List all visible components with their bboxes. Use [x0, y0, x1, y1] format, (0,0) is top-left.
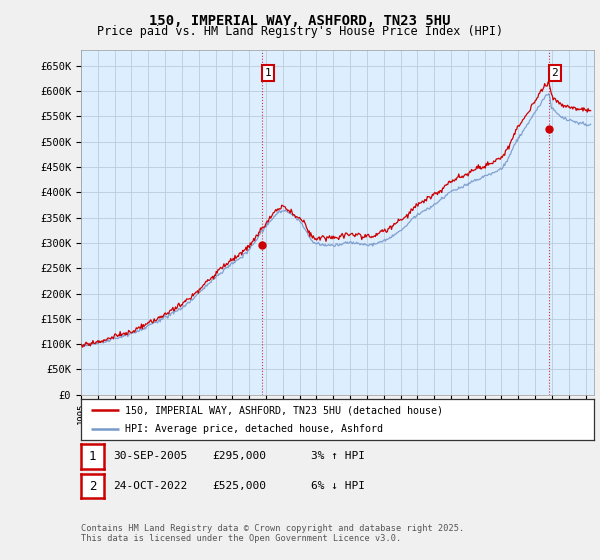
Text: 1: 1	[265, 68, 271, 78]
Text: 3% ↑ HPI: 3% ↑ HPI	[311, 451, 365, 461]
Text: Contains HM Land Registry data © Crown copyright and database right 2025.
This d: Contains HM Land Registry data © Crown c…	[81, 524, 464, 543]
Text: £295,000: £295,000	[212, 451, 266, 461]
Text: 2: 2	[551, 68, 558, 78]
Text: 150, IMPERIAL WAY, ASHFORD, TN23 5HU: 150, IMPERIAL WAY, ASHFORD, TN23 5HU	[149, 14, 451, 28]
Text: 6% ↓ HPI: 6% ↓ HPI	[311, 481, 365, 491]
Text: 30-SEP-2005: 30-SEP-2005	[113, 451, 187, 461]
Text: £525,000: £525,000	[212, 481, 266, 491]
Text: HPI: Average price, detached house, Ashford: HPI: Average price, detached house, Ashf…	[125, 424, 383, 433]
Text: 2: 2	[89, 479, 96, 493]
Text: Price paid vs. HM Land Registry's House Price Index (HPI): Price paid vs. HM Land Registry's House …	[97, 25, 503, 38]
Text: 24-OCT-2022: 24-OCT-2022	[113, 481, 187, 491]
Text: 1: 1	[89, 450, 96, 463]
Text: 150, IMPERIAL WAY, ASHFORD, TN23 5HU (detached house): 150, IMPERIAL WAY, ASHFORD, TN23 5HU (de…	[125, 405, 443, 415]
